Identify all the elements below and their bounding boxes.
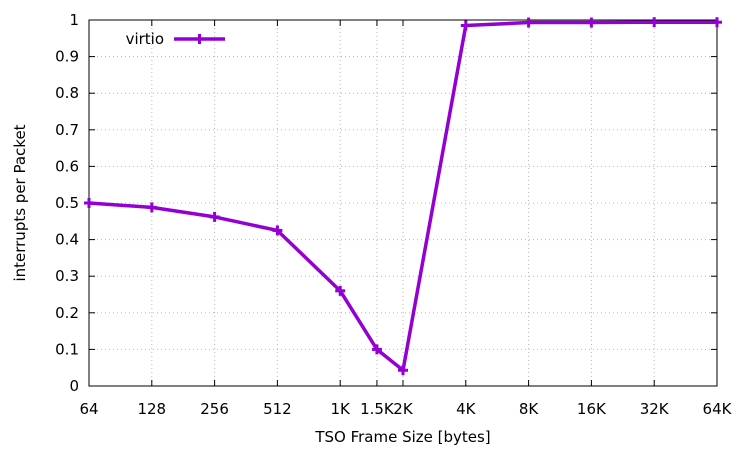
x-tick-label: 256 [200, 400, 229, 418]
x-tick-label: 1K [331, 400, 352, 418]
data-point [523, 17, 534, 28]
y-axis-label: interrupts per Packet [11, 124, 29, 281]
data-point [586, 17, 597, 28]
x-tick-label: 512 [263, 400, 292, 418]
data-point [398, 365, 408, 376]
data-point [146, 202, 157, 213]
x-tick-label: 1.5K [360, 400, 395, 418]
series-line [88, 20, 717, 373]
data-point [335, 285, 346, 296]
legend: virtio [126, 30, 225, 48]
y-tick-label: 0.8 [55, 84, 79, 102]
y-tick-label: 0.6 [55, 157, 79, 175]
y-tick-label: 0.9 [55, 48, 79, 66]
y-tick-label: 0.7 [55, 121, 79, 139]
legend-label: virtio [126, 30, 164, 48]
x-tick-label: 16K [577, 400, 607, 418]
data-point [649, 17, 660, 28]
grid [89, 20, 717, 386]
data-point [712, 17, 722, 28]
x-tick-label: 2K [393, 400, 414, 418]
data-point [209, 211, 220, 222]
data-point [460, 20, 471, 31]
x-tick-label: 4K [456, 400, 477, 418]
y-tick-label: 0.5 [55, 194, 79, 212]
data-point [371, 344, 382, 355]
series-layer [84, 17, 722, 376]
x-tick-label: 64K [703, 400, 733, 418]
legend-marker [194, 34, 205, 44]
x-tick-label: 32K [640, 400, 670, 418]
data-point [84, 198, 94, 208]
y-tick-label: 0 [69, 377, 79, 395]
x-axis-label: TSO Frame Size [bytes] [314, 428, 490, 446]
y-tick-label: 0.1 [55, 340, 79, 358]
y-tick-label: 1 [69, 11, 79, 29]
x-tick-label: 64 [79, 400, 98, 418]
x-tick-label: 8K [519, 400, 540, 418]
y-tick-label: 0.3 [55, 267, 79, 285]
y-tick-label: 0.4 [55, 231, 79, 249]
x-tick-label: 128 [137, 400, 166, 418]
data-point [272, 225, 283, 236]
axis-ticks: 0 0.1 0.2 0.3 0.4 0.5 0.6 0.7 0.8 0.9 1 64 128 256 512… [55, 11, 732, 418]
y-tick-label: 0.2 [55, 304, 79, 322]
plot-frame [88, 19, 718, 387]
